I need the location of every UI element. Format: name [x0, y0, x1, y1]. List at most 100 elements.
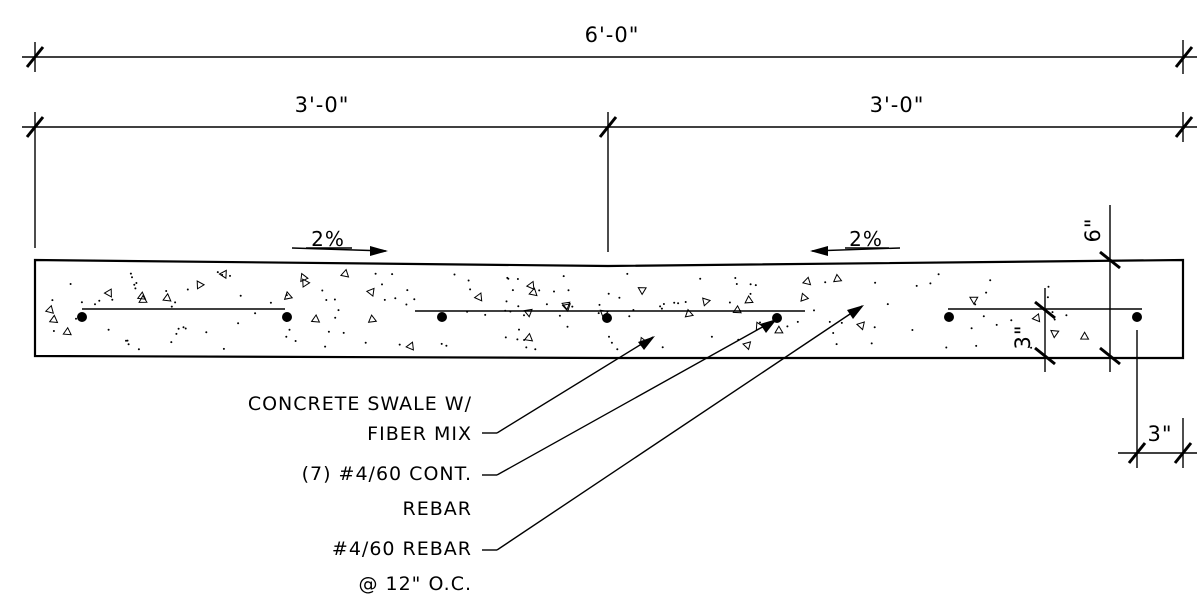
aggregate-dot	[325, 299, 328, 301]
aggregate-triangle	[732, 304, 742, 314]
aggregate-dot	[734, 277, 737, 279]
aggregate-dot	[945, 346, 948, 349]
aggregate-dot	[1010, 319, 1013, 322]
aggregate-dot	[626, 272, 629, 275]
callout-concrete-arrowhead	[638, 336, 655, 350]
rebar-bar	[1132, 312, 1142, 322]
aggregate-dot	[523, 314, 525, 317]
right-half-dimension-text: 3'-0"	[870, 93, 925, 117]
aggregate-dot	[915, 284, 918, 287]
aggregate-dot	[174, 301, 177, 304]
callout-cont-rebar: (7) #4/60 CONT. REBAR	[302, 319, 777, 520]
aggregate-dot	[453, 273, 456, 276]
slope-left-arrowhead	[370, 246, 388, 256]
aggregate-dot	[381, 283, 383, 286]
depth-dim-bottom-tick	[1099, 346, 1121, 366]
aggregate-dot	[835, 343, 838, 346]
aggregate-dot	[974, 303, 977, 306]
aggregate-dot	[80, 301, 83, 304]
aggregate-triangle	[283, 290, 294, 300]
aggregate-dot	[467, 279, 470, 282]
aggregate-dot	[607, 292, 610, 295]
rebar-bar	[602, 313, 612, 323]
aggregate-triangle	[702, 297, 712, 307]
callout-concrete-line1: CONCRETE SWALE W/	[248, 393, 472, 415]
aggregate-dot	[873, 326, 876, 329]
slope-left: 2%	[291, 227, 388, 256]
aggregate-dot	[127, 343, 130, 346]
aggregate-dot	[566, 325, 569, 328]
rebar-height-dimension: 3"	[1011, 288, 1056, 372]
aggregate-dot	[398, 343, 401, 346]
aggregate-dot	[111, 298, 114, 301]
aggregate-dot	[598, 303, 601, 306]
aggregate-dot	[135, 282, 138, 284]
aggregate-dot	[107, 328, 110, 331]
aggregate-dot	[170, 305, 173, 308]
aggregate-dot	[516, 338, 519, 341]
aggregate-dot	[937, 273, 940, 276]
aggregate-triangle	[774, 325, 784, 334]
aggregate-dot	[616, 348, 619, 351]
aggregate-triangle	[367, 314, 378, 323]
edge-offset-right-tick	[1173, 442, 1193, 464]
rebar-bar	[77, 312, 87, 322]
aggregate-triangle	[44, 304, 55, 314]
callout-cont-rebar-line2: REBAR	[403, 498, 472, 520]
aggregate-dot	[337, 309, 340, 312]
aggregate-dot	[285, 335, 288, 338]
aggregate-dot	[534, 348, 537, 351]
aggregate-dot	[989, 279, 992, 282]
rebar-bar	[437, 312, 447, 322]
aggregate-dot	[484, 313, 487, 316]
aggregate-dot	[699, 277, 702, 280]
aggregate-triangle	[561, 303, 571, 313]
rebar-height-top-tick	[1034, 300, 1056, 320]
half-dim-right-tick	[1174, 116, 1194, 138]
aggregate-triangle	[1079, 331, 1090, 340]
aggregate-dot	[1046, 296, 1049, 299]
callout-rebar-oc-line1: #4/60 REBAR	[332, 538, 472, 560]
aggregate-dot	[749, 292, 752, 295]
aggregate-triangle	[832, 273, 843, 283]
aggregate-dot	[840, 321, 843, 324]
aggregate-dot	[558, 314, 561, 317]
aggregate-dot	[175, 332, 178, 335]
half-dim-left-tick	[25, 116, 45, 138]
aggregate-dot	[129, 272, 132, 275]
edge-offset-left-tick	[1127, 442, 1147, 464]
aggregate-dot	[182, 326, 185, 329]
aggregate-dot	[995, 323, 998, 326]
aggregate-dot	[137, 348, 140, 351]
callout-concrete-leader	[496, 336, 654, 434]
aggregate-dot	[125, 339, 127, 342]
aggregate-dot	[1047, 285, 1050, 288]
aggregate-dot	[134, 287, 137, 290]
aggregate-dot	[237, 322, 240, 325]
depth-dimension: 6"	[1081, 205, 1121, 372]
aggregate-dot	[911, 329, 914, 331]
aggregate-dot	[828, 320, 831, 323]
callout-rebar-oc-arrowhead	[847, 305, 864, 319]
aggregate-dot	[374, 272, 377, 275]
callout-concrete-line2: FIBER MIX	[367, 423, 472, 445]
edge-offset-dimension: 3"	[1118, 330, 1197, 468]
aggregate-triangle	[138, 294, 148, 303]
aggregate-dot	[749, 283, 752, 286]
callout-cont-rebar-arrowhead	[760, 319, 777, 333]
aggregate-dot	[970, 327, 973, 330]
aggregate-triangle	[103, 288, 112, 298]
aggregate-dot	[660, 307, 663, 310]
aggregate-dot	[333, 298, 336, 301]
left-half-dimension-text: 3'-0"	[295, 93, 350, 117]
aggregate-dot	[608, 335, 610, 338]
aggregate-dot	[886, 303, 889, 306]
aggregate-dot	[170, 341, 173, 344]
aggregate-triangle	[473, 292, 483, 302]
aggregate-dot	[618, 296, 621, 299]
aggregate-dot	[507, 277, 510, 280]
callout-rebar-oc-line2: @ 12" O.C.	[358, 573, 472, 595]
slab-outline	[33, 258, 1185, 360]
aggregate-dot	[216, 271, 219, 274]
